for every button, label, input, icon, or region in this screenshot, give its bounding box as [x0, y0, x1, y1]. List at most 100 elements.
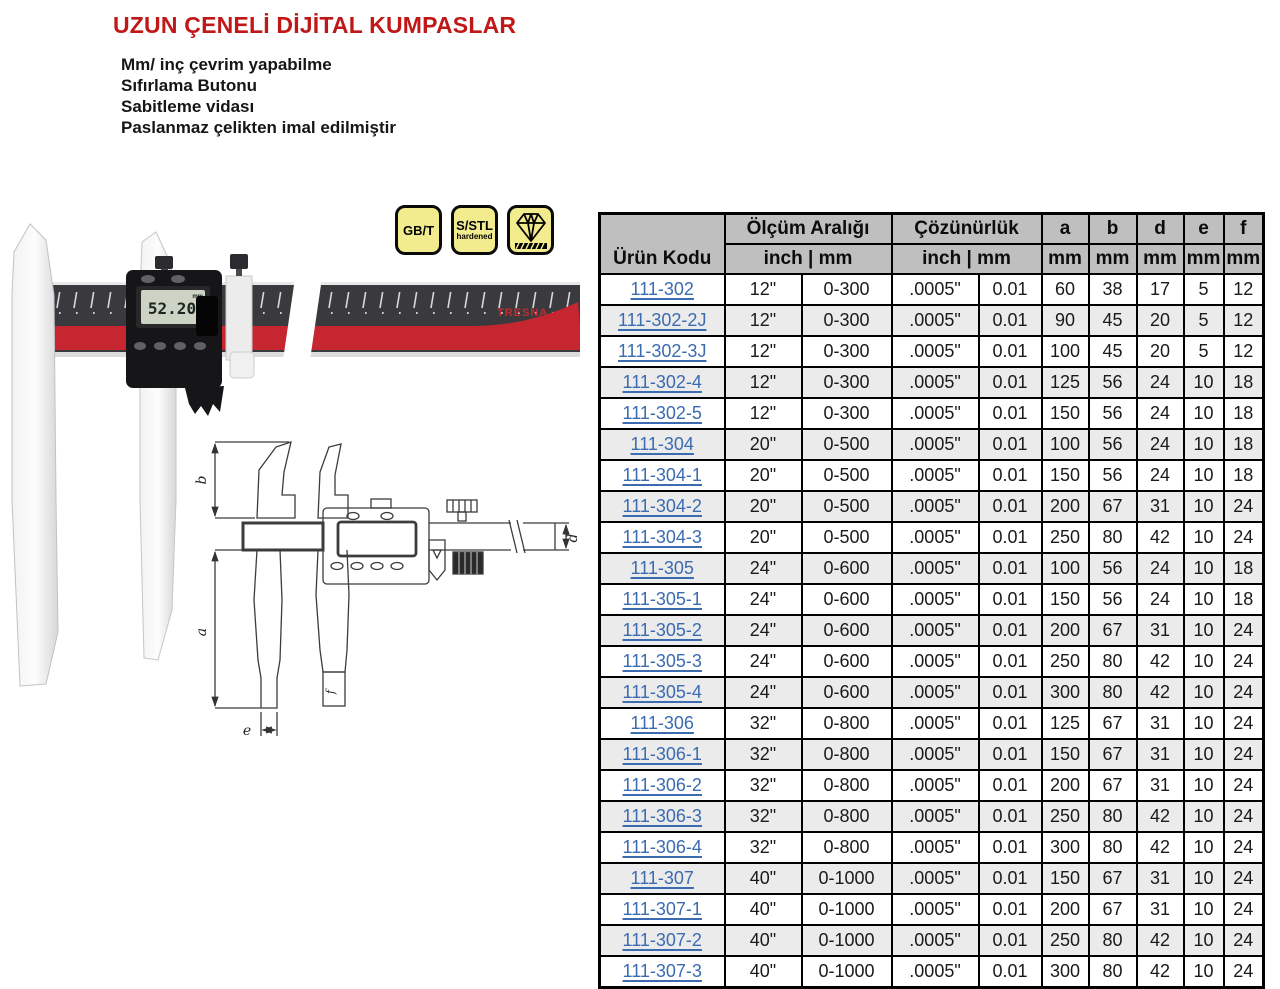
spec-cell: 67 — [1087, 614, 1138, 647]
spec-cell: .0005" — [890, 614, 980, 647]
spec-cell: 250 — [1040, 645, 1090, 678]
product-code-link[interactable]: 111-306-3 — [622, 806, 702, 826]
spec-cell: 32" — [723, 800, 803, 833]
product-code-link[interactable]: 111-307-2 — [622, 930, 702, 950]
spec-cell: 17 — [1135, 273, 1185, 306]
product-code-link[interactable]: 111-302-2J — [618, 310, 707, 330]
spec-cell: 200 — [1040, 893, 1090, 926]
product-code-link[interactable]: 111-306-2 — [622, 775, 702, 795]
product-code-cell: 111-304-3 — [598, 521, 726, 554]
product-code-link[interactable]: 111-302 — [630, 279, 694, 299]
spec-cell: 150 — [1040, 583, 1090, 616]
product-code-link[interactable]: 111-306-4 — [622, 837, 702, 857]
badge-row: GB/T S/STL hardened — [395, 205, 554, 255]
spec-cell: 0.01 — [977, 428, 1043, 461]
spec-cell: 0.01 — [977, 614, 1043, 647]
spec-cell: 12" — [723, 335, 803, 368]
spec-cell: 10 — [1182, 769, 1225, 802]
product-code-cell: 111-307-1 — [598, 893, 726, 926]
spec-cell: 67 — [1087, 862, 1138, 895]
spec-cell: 24 — [1135, 428, 1185, 461]
header-unit-mm: mm — [1087, 243, 1138, 275]
product-code-link[interactable]: 111-305 — [630, 558, 694, 578]
spec-cell: 20 — [1135, 335, 1185, 368]
page-title: UZUN ÇENELİ DİJİTAL KUMPASLAR — [113, 12, 517, 38]
spec-cell: 80 — [1087, 924, 1138, 957]
spec-cell: 67 — [1087, 707, 1138, 740]
product-code-link[interactable]: 111-302-4 — [622, 372, 702, 392]
spec-cell: 10 — [1182, 366, 1225, 399]
spec-cell: .0005" — [890, 769, 980, 802]
spec-cell: 12" — [723, 397, 803, 430]
feature-list: Mm/ inç çevrim yapabilme Sıfırlama Buton… — [121, 54, 396, 138]
product-code-link[interactable]: 111-307 — [630, 868, 694, 888]
spec-cell: .0005" — [890, 521, 980, 554]
product-code-link[interactable]: 111-307-3 — [622, 961, 702, 981]
product-code-link[interactable]: 111-304-1 — [622, 465, 702, 485]
spec-cell: 0-500 — [800, 521, 893, 554]
product-code-link[interactable]: 111-302-3J — [618, 341, 707, 361]
product-code-link[interactable]: 111-305-1 — [622, 589, 702, 609]
product-code-link[interactable]: 111-305-3 — [622, 651, 702, 671]
product-code-link[interactable]: 111-306 — [630, 713, 694, 733]
spec-cell: 150 — [1040, 862, 1090, 895]
spec-cell: 0-300 — [800, 304, 893, 337]
table-body: 111-302 12" 0-300.0005" 0.01 60 38 17 5 12 111-30… — [598, 273, 1265, 989]
table-row: 111-304-1 20" 0-500.0005" 0.01 150 56 24 10 18 — [598, 459, 1265, 492]
table-row: 111-305 24" 0-600.0005" 0.01 100 56 24 10 18 — [598, 552, 1265, 585]
spec-cell: 90 — [1040, 304, 1090, 337]
spec-cell: 0.01 — [977, 862, 1043, 895]
header-resolution: Çözünürlük — [890, 212, 1043, 245]
dim-label-b: b — [194, 475, 210, 484]
spec-cell: 300 — [1040, 955, 1090, 989]
spec-cell: 18 — [1222, 583, 1265, 616]
spec-cell: 10 — [1182, 893, 1225, 926]
product-code-link[interactable]: 111-306-1 — [622, 744, 702, 764]
product-code-link[interactable]: 111-305-4 — [622, 682, 702, 702]
product-code-link[interactable]: 111-305-2 — [622, 620, 702, 640]
spec-cell: .0005" — [890, 800, 980, 833]
table-row: 111-302-2J 12" 0-300.0005" 0.01 90 45 20 5 12 — [598, 304, 1265, 337]
spec-cell: 20 — [1135, 304, 1185, 337]
product-code-link[interactable]: 111-304 — [630, 434, 694, 454]
header-dim-d: d — [1135, 212, 1185, 245]
spec-cell: 67 — [1087, 490, 1138, 523]
dim-label-a: a — [194, 628, 210, 636]
gbt-badge: GB/T — [395, 205, 442, 255]
diamond-icon — [514, 213, 547, 250]
spec-cell: 80 — [1087, 800, 1138, 833]
spec-cell: 31 — [1135, 893, 1185, 926]
sstl-badge-label: S/STL — [456, 218, 493, 233]
spec-cell: 0-500 — [800, 459, 893, 492]
spec-cell: 0-1000 — [800, 924, 893, 957]
caliper-illustration: 52.20 mm TRESNA — [11, 223, 581, 739]
product-code-cell: 111-307-2 — [598, 924, 726, 957]
dim-label-e: e — [243, 723, 251, 739]
spec-cell: 250 — [1040, 924, 1090, 957]
spec-cell: 125 — [1040, 366, 1090, 399]
spec-cell: .0005" — [890, 738, 980, 771]
spec-cell: 0-600 — [800, 676, 893, 709]
product-code-link[interactable]: 111-304-2 — [622, 496, 702, 516]
spec-cell: 31 — [1135, 707, 1185, 740]
spec-table: Ürün Kodu Ölçüm Aralığı Çözünürlük a b d… — [598, 212, 1266, 989]
feature-item: Sabitleme vidası — [121, 97, 255, 116]
spec-cell: .0005" — [890, 428, 980, 461]
spec-cell: 12" — [723, 273, 803, 306]
spec-cell: 0-500 — [800, 428, 893, 461]
product-code-link[interactable]: 111-307-1 — [622, 899, 702, 919]
spec-cell: 0-500 — [800, 490, 893, 523]
table-row: 111-305-3 24" 0-600.0005" 0.01 250 80 42 10 24 — [598, 645, 1265, 678]
spec-cell: 10 — [1182, 490, 1225, 523]
spec-cell: .0005" — [890, 273, 980, 306]
product-code-link[interactable]: 111-302-5 — [622, 403, 702, 423]
caliper-photo: 52.20 mm TRESNA — [11, 223, 580, 687]
product-code-link[interactable]: 111-304-3 — [622, 527, 702, 547]
spec-cell: 18 — [1222, 428, 1265, 461]
spec-cell: 0.01 — [977, 924, 1043, 957]
product-code-cell: 111-306-4 — [598, 831, 726, 864]
product-code-cell: 111-302-4 — [598, 366, 726, 399]
product-code-cell: 111-306 — [598, 707, 726, 740]
spec-cell: 31 — [1135, 738, 1185, 771]
table-row: 111-305-4 24" 0-600.0005" 0.01 300 80 42 10 24 — [598, 676, 1265, 709]
